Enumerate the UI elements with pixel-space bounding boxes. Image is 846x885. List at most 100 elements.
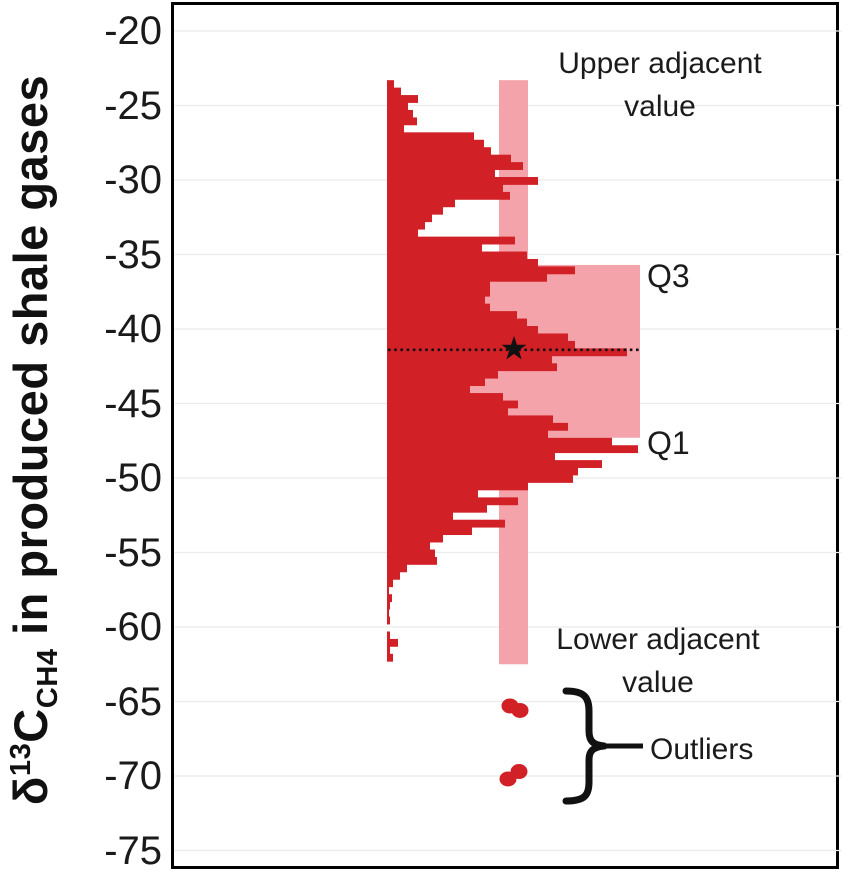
histogram-bar: [387, 534, 443, 543]
histogram-bar: [387, 564, 407, 573]
lower-adjacent-label-line2: value: [622, 666, 694, 699]
histogram-bar: [387, 601, 390, 610]
y-tick-label: -20: [104, 9, 162, 53]
histogram-bar: [387, 504, 487, 513]
y-tick-label: -35: [104, 232, 162, 277]
histogram-bar: [387, 296, 485, 305]
histogram-bar: [387, 258, 538, 267]
histogram-bar: [387, 117, 417, 126]
plot-area-border: [171, 2, 839, 869]
mean-star-marker: [501, 335, 527, 360]
histogram-bar: [387, 95, 418, 103]
histogram-bar: [387, 206, 443, 215]
histogram-bar: [387, 102, 408, 111]
upper-adjacent-label-line2: value: [624, 90, 696, 123]
histogram-bar: [387, 124, 404, 133]
outliers-brace: [562, 687, 608, 805]
q3-label: Q3: [647, 258, 690, 294]
histogram-bar: [387, 489, 478, 498]
histogram-bar: [387, 132, 474, 141]
histogram-bar: [387, 214, 432, 223]
y-tick-label: -75: [104, 828, 162, 873]
histogram-bar: [387, 229, 418, 238]
histogram-bar: [387, 355, 552, 364]
histogram-bar: [387, 519, 505, 528]
histogram-bar: [387, 437, 612, 446]
histogram-bar: [387, 266, 575, 275]
histogram-bar: [387, 579, 393, 588]
histogram-bar: [387, 177, 538, 185]
histogram-bar: [387, 653, 393, 662]
histogram-bar: [387, 348, 627, 357]
y-tick-label: -45: [104, 381, 162, 426]
histogram-bar: [387, 281, 490, 290]
histogram-bar: [387, 326, 538, 334]
lower-adjacent-label: Lower adjacent value: [498, 618, 818, 704]
histogram-bar: [387, 340, 575, 349]
outlier-dot: [499, 771, 517, 787]
histogram-bar: [387, 154, 511, 163]
histogram-bar: [387, 527, 472, 536]
histogram-bar: [387, 631, 390, 640]
histogram-bar: [387, 273, 547, 282]
histogram-bar: [387, 594, 392, 603]
histogram-bar: [387, 318, 527, 327]
histogram-bar: [387, 221, 425, 230]
q1-label: Q1: [647, 425, 690, 461]
histogram-bar: [387, 199, 455, 208]
histogram-bar: [387, 422, 568, 431]
histogram-bar: [387, 139, 484, 148]
outlier-dot: [511, 702, 529, 718]
histogram-bar: [387, 646, 390, 655]
y-tick-label: -60: [104, 605, 162, 649]
histogram-bar: [387, 460, 602, 468]
histogram-bar: [387, 475, 573, 483]
histogram-bar: [387, 236, 515, 245]
histogram-bar: [387, 311, 517, 319]
y-tick-label: -65: [104, 679, 162, 724]
histogram-bar: [387, 586, 389, 595]
histogram-bar: [387, 609, 389, 617]
histogram-bar: [387, 467, 578, 476]
y-tick-label: -70: [104, 754, 162, 798]
upper-adjacent-label-line1: Upper adjacent: [558, 47, 762, 80]
histogram-bar: [387, 333, 568, 342]
histogram-bar: [387, 385, 470, 394]
histogram-bar: [387, 452, 555, 461]
histogram-bar: [387, 393, 503, 401]
histogram-bar: [387, 370, 498, 379]
histogram-bar: [387, 571, 400, 580]
y-tick-label: -55: [104, 530, 162, 575]
histogram-bar: [387, 482, 528, 491]
histogram-bar: [387, 288, 490, 297]
y-tick-label: -40: [104, 307, 162, 351]
upper-adjacent-label: Upper adjacent value: [500, 42, 820, 128]
histogram-bar: [387, 497, 518, 506]
histogram-bar: [387, 415, 553, 424]
histogram-bar: [387, 542, 430, 550]
histogram-bar: [387, 638, 398, 647]
y-tick-label: -25: [104, 83, 162, 128]
histogram-bar: [387, 445, 638, 454]
histogram-bar: [387, 147, 491, 156]
histogram-bar: [387, 80, 394, 89]
histogram-bar: [387, 378, 485, 387]
histogram-bar: [387, 109, 413, 118]
outliers-label: Outliers: [650, 733, 754, 766]
histogram-bar: [387, 244, 482, 252]
y-tick-label: -30: [104, 158, 162, 202]
histogram-bar: [387, 407, 508, 416]
histogram-bar: [387, 400, 518, 409]
histogram-bar: [387, 549, 435, 558]
histogram-bar: [387, 430, 548, 439]
histogram-bar: [387, 512, 453, 521]
histogram-bar: [387, 191, 510, 200]
histogram-bar: [387, 251, 527, 260]
histogram-bar: [387, 363, 557, 372]
histogram-bar: [387, 184, 503, 193]
y-tick-label: -50: [104, 456, 162, 500]
lower-adjacent-label-line1: Lower adjacent: [556, 623, 760, 656]
histogram-bar: [387, 87, 401, 96]
